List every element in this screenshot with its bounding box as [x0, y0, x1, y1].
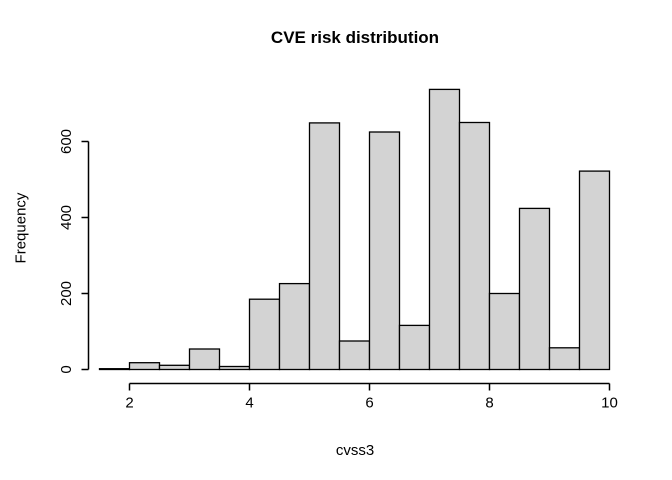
x-tick-label: 10 — [601, 395, 618, 412]
histogram-bar — [368, 131, 401, 371]
histogram-bar — [398, 324, 431, 371]
x-tick-label: 4 — [245, 395, 253, 412]
y-tick-label: 200 — [58, 281, 75, 306]
histogram-bar — [218, 365, 251, 371]
y-tick-label: 600 — [58, 129, 75, 154]
x-tick-label: 2 — [125, 395, 133, 412]
y-tick-label: 400 — [58, 205, 75, 230]
histogram-bar — [308, 122, 341, 371]
y-tick-label: 0 — [58, 365, 75, 373]
histogram-bar — [578, 170, 611, 371]
histogram-bar — [278, 282, 311, 371]
histogram-bar — [458, 121, 491, 371]
chart-title: CVE risk distribution — [270, 28, 440, 47]
histogram-bar — [338, 340, 371, 371]
histogram-bar — [158, 364, 191, 371]
histogram-bar — [428, 88, 461, 371]
y-axis-label: Frequency — [12, 192, 30, 264]
histogram-bar — [188, 348, 221, 371]
histogram-bar — [548, 347, 581, 371]
histogram-bar — [518, 207, 551, 371]
histogram-bar — [128, 362, 161, 371]
x-tick-label: 6 — [365, 395, 373, 412]
histogram-bar — [98, 368, 131, 371]
x-axis-label: cvss3 — [335, 442, 375, 459]
histogram-bar — [488, 292, 521, 371]
histogram-bar — [248, 298, 281, 371]
x-tick-label: 8 — [485, 395, 493, 412]
